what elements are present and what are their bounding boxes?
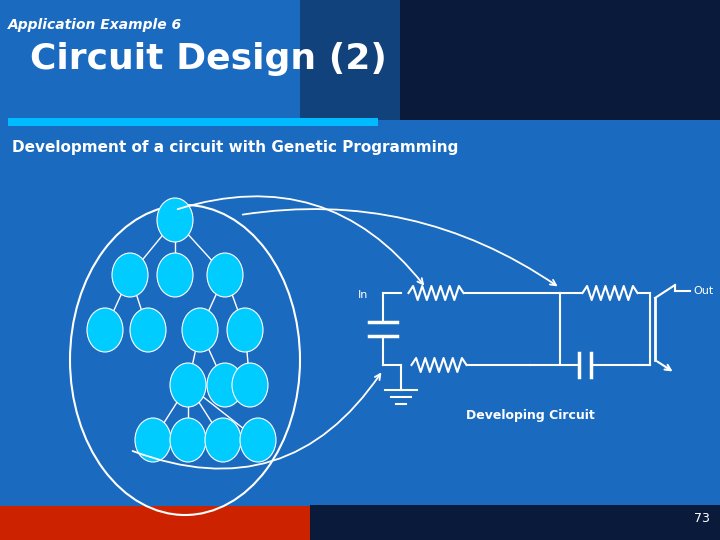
Text: Circuit Design (2): Circuit Design (2) [30, 42, 387, 76]
Ellipse shape [182, 308, 218, 352]
Ellipse shape [205, 418, 241, 462]
Bar [310, 505, 720, 540]
Ellipse shape [87, 308, 123, 352]
Bar [8, 118, 378, 126]
Text: 73: 73 [694, 512, 710, 525]
Text: Out: Out [693, 286, 714, 296]
Text: Developing Circuit: Developing Circuit [466, 408, 595, 422]
Ellipse shape [170, 363, 206, 407]
Ellipse shape [157, 253, 193, 297]
Ellipse shape [207, 363, 243, 407]
Bar [0, 498, 310, 506]
Ellipse shape [240, 418, 276, 462]
Ellipse shape [130, 308, 166, 352]
Text: In: In [358, 290, 368, 300]
Ellipse shape [232, 363, 268, 407]
Ellipse shape [135, 418, 171, 462]
Ellipse shape [170, 418, 206, 462]
Text: Application Example 6: Application Example 6 [8, 18, 182, 32]
Ellipse shape [207, 253, 243, 297]
Ellipse shape [112, 253, 148, 297]
Polygon shape [200, 0, 400, 120]
Ellipse shape [157, 198, 193, 242]
Text: Development of a circuit with Genetic Programming: Development of a circuit with Genetic Pr… [12, 140, 459, 155]
Bar [0, 505, 310, 540]
Bar [300, 0, 720, 120]
Ellipse shape [227, 308, 263, 352]
